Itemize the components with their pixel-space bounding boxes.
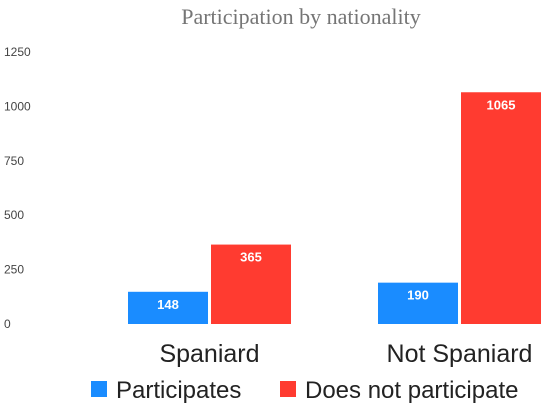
bar xyxy=(378,282,458,324)
x-axis: Spaniard Not Spaniard xyxy=(159,340,532,368)
y-tick-label: 1000 xyxy=(4,99,31,113)
legend-label: Does not participate xyxy=(305,377,518,404)
legend-label: Participates xyxy=(116,377,241,404)
bar xyxy=(128,291,208,324)
y-tick-label: 750 xyxy=(4,154,24,168)
chart-title: Participation by nationality xyxy=(181,4,421,29)
bar-value-label: 148 xyxy=(157,297,179,312)
bar-value-label: 190 xyxy=(407,288,429,303)
bar xyxy=(461,92,541,324)
y-tick-label: 250 xyxy=(4,263,24,277)
category-label: Not Spaniard xyxy=(387,340,533,368)
legend-swatch xyxy=(280,381,296,397)
y-tick-label: 500 xyxy=(4,208,24,222)
bar-value-label: 1065 xyxy=(487,97,516,112)
bar-value-label: 365 xyxy=(240,250,262,265)
y-tick-label: 1250 xyxy=(4,45,31,59)
bar xyxy=(211,244,291,324)
legend: Participates Does not participate xyxy=(91,377,518,404)
y-tick-label: 0 xyxy=(4,317,11,331)
y-axis: 0 250 500 750 1000 1250 xyxy=(4,45,31,331)
bars: 148 365 190 1065 xyxy=(128,92,541,324)
category-label: Spaniard xyxy=(159,340,259,368)
legend-swatch xyxy=(91,381,107,397)
